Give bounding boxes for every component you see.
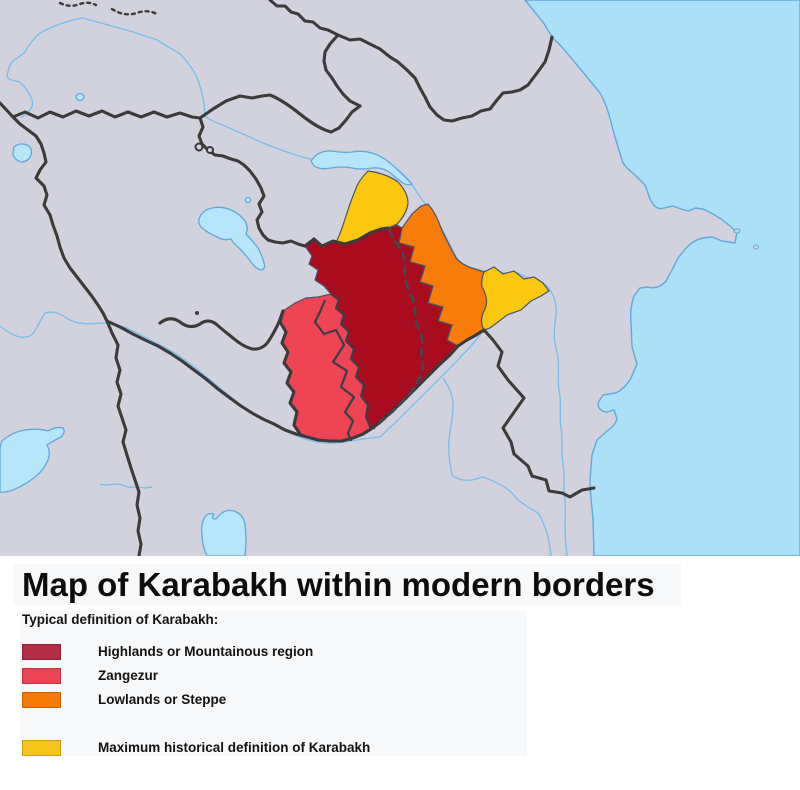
qazax-wedge-border xyxy=(198,93,362,134)
turkey-iran-border xyxy=(105,319,143,556)
legend-label-zangezur: Zangezur xyxy=(98,668,159,683)
caspian-island-small xyxy=(753,244,759,250)
russia-georgia-border xyxy=(268,0,340,37)
ridge-dashes-west xyxy=(58,1,98,7)
lake-sevan xyxy=(198,206,266,271)
bolgarchay-river xyxy=(442,377,552,556)
ridge-dashes-center xyxy=(110,7,159,16)
zangezur-swatch xyxy=(22,668,61,684)
maximum-swatch xyxy=(22,740,61,756)
kura-river-upper-branch xyxy=(6,17,84,119)
highlands-swatch xyxy=(22,644,61,660)
georgia-armenia-border xyxy=(11,109,202,120)
enclave-karki-dot xyxy=(195,311,199,315)
region-internal-borders xyxy=(313,293,373,442)
lake-urmia xyxy=(201,509,247,556)
karabakh-map xyxy=(0,0,800,556)
zangezur-nakhchivan-border xyxy=(278,309,302,436)
enclave-upper-askipara xyxy=(194,142,204,152)
map-canvas xyxy=(0,0,800,556)
caspian-island xyxy=(733,228,741,234)
title-background xyxy=(13,564,681,605)
turkey-georgia-border xyxy=(0,101,15,119)
enclave-barkhudarli xyxy=(206,146,214,154)
page-title: Map of Karabakh within modern borders xyxy=(22,566,655,603)
turkey-armenia-border xyxy=(11,115,109,323)
russia-azerbaijan-border xyxy=(336,33,554,123)
lowlands-swatch xyxy=(22,692,61,708)
mingachevir-reservoir xyxy=(310,150,414,186)
childir-lake xyxy=(12,143,33,163)
lakes xyxy=(0,92,414,556)
zangezur-highlands-border xyxy=(330,293,373,430)
caspian-sea xyxy=(524,0,800,556)
map-details xyxy=(58,1,214,315)
lake-van xyxy=(0,426,65,493)
georgia-azerbaijan-border xyxy=(322,33,362,108)
highlands-north-border xyxy=(303,226,390,248)
zangezur-internal-border xyxy=(313,299,356,442)
legend-label-highlands: Highlands or Mountainous region xyxy=(98,644,314,659)
river-south-of-van xyxy=(99,483,153,489)
small-lake-ne-of-sevan xyxy=(244,196,252,204)
legend-label-lowlands: Lowlands or Steppe xyxy=(98,692,227,707)
nakhchivan-armenia-border xyxy=(158,309,285,351)
legend-panel xyxy=(20,611,527,756)
small-lake-georgia xyxy=(75,92,85,102)
legend-label-maximum: Maximum historical definition of Karabak… xyxy=(98,740,371,755)
legend-heading: Typical definition of Karabakh: xyxy=(22,612,219,627)
karabakh-dashed-line xyxy=(372,227,424,430)
kura-river xyxy=(82,17,339,164)
